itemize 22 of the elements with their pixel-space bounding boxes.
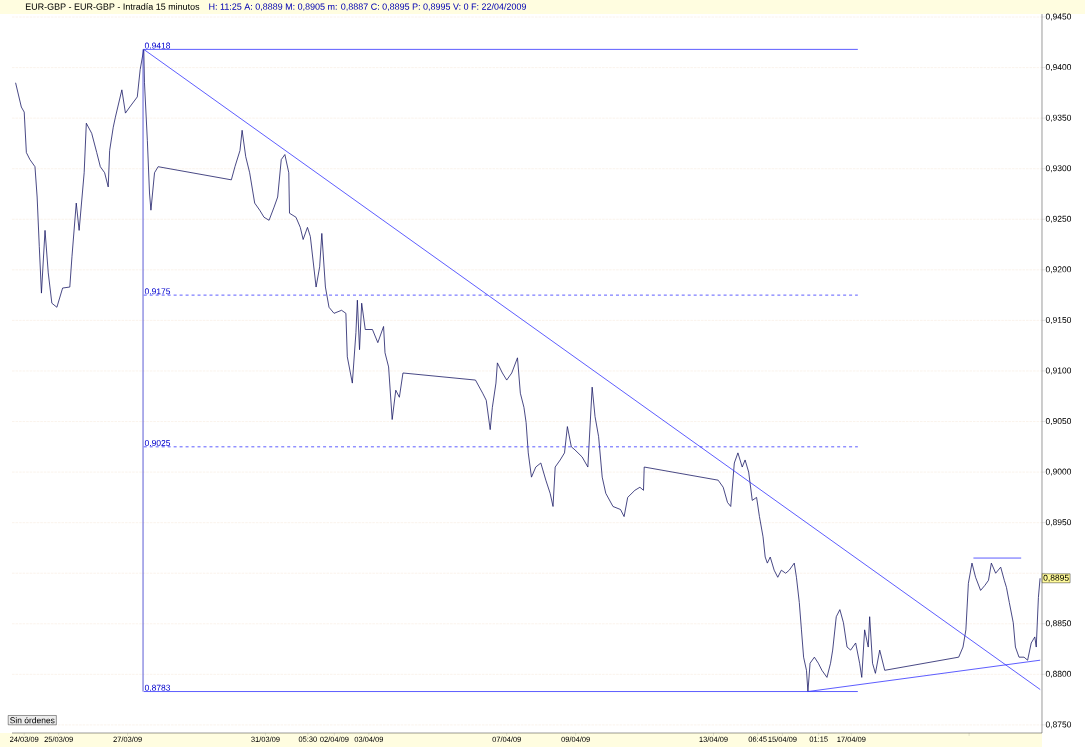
annotation: 0.8783 xyxy=(144,684,171,691)
chart-title: EUR-GBP - EUR-GBP - Intradía 15 minutos xyxy=(25,3,200,10)
y-tick-label: 0,8750 xyxy=(1045,721,1072,729)
y-tick-label: 0,9050 xyxy=(1045,418,1072,426)
annotation: 0,8895 xyxy=(1043,574,1069,582)
annotation: 0.9418 xyxy=(144,42,171,49)
y-tick-label: 0,9300 xyxy=(1045,165,1072,173)
y-tick-label: 0,9350 xyxy=(1045,114,1072,122)
y-tick-label: 0,9450 xyxy=(1045,13,1072,21)
y-tick-label: 0,9150 xyxy=(1045,316,1072,324)
y-tick-label: 0,9400 xyxy=(1045,64,1072,72)
y-tick-label: 0,9000 xyxy=(1045,468,1072,476)
y-tick-label: 0,9100 xyxy=(1045,367,1072,375)
y-tick-label: 0,8800 xyxy=(1045,670,1072,678)
annotation: Sin órdenes xyxy=(10,716,55,724)
y-tick-label: 0,8950 xyxy=(1045,519,1072,527)
annotation: 0.9025 xyxy=(144,440,171,447)
chart-subtitle: H: 11:25 A: 0,8889 M: 0,8905 m: 0,8887 C: 0,8895 P: 0,8995 V: 0 F: 22/04/2009 xyxy=(209,3,526,11)
annotation: 0.9175 xyxy=(144,288,171,295)
y-tick-label: 0,9200 xyxy=(1045,266,1072,274)
y-tick-label: 0,9250 xyxy=(1045,215,1072,223)
y-tick-label: 0,8850 xyxy=(1045,620,1072,628)
